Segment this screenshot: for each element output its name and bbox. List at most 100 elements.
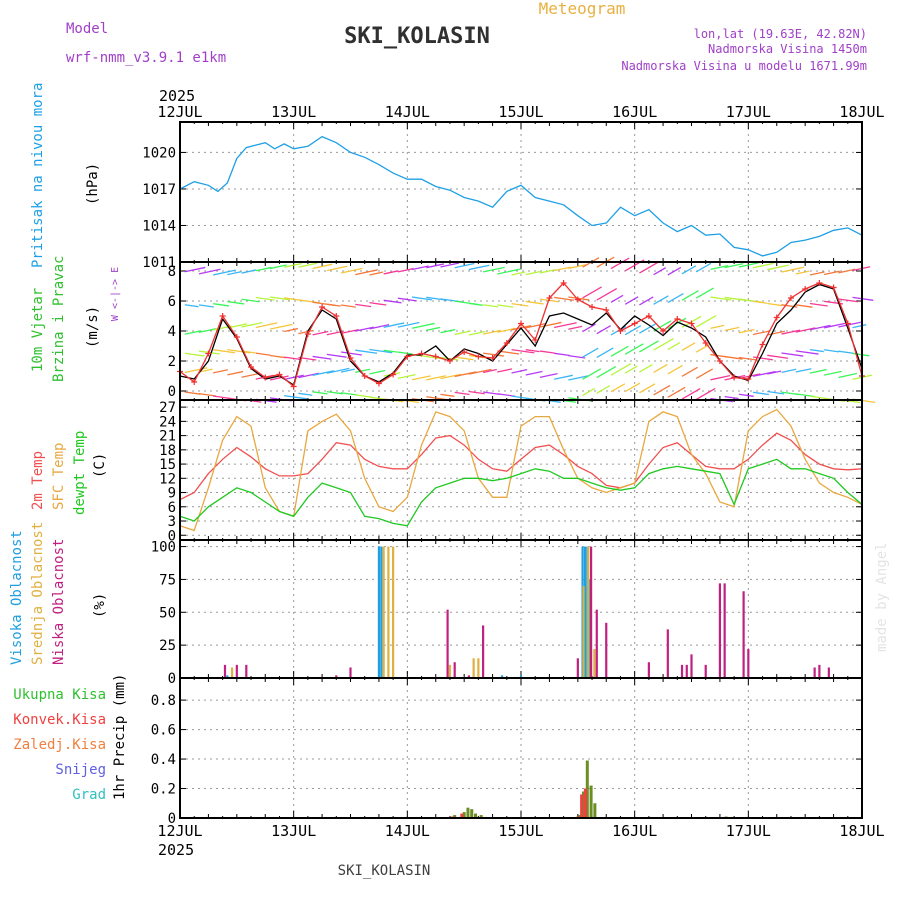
wind-vector [525,300,544,305]
station-lonlat: lon,lat (19.63E, 42.82N) [694,27,867,41]
time-label-bottom: 13JUL [271,822,316,840]
time-label-bottom: 17JUL [726,822,771,840]
cloud-bar-niska-oblacnost [349,667,352,678]
wind-vector [241,322,263,328]
wind-vector [454,262,475,269]
sfctemp-ylabel: SFC Temp [51,443,67,510]
wind-vector [397,351,413,355]
wind-vector [809,348,824,353]
wind-vector [397,321,420,328]
temp-grid [180,400,862,540]
pressure-line-pritisak-na-nivou-mora [179,135,863,257]
wind-vector [610,294,624,303]
gust-marker [418,350,425,357]
gust-marker [702,340,709,346]
wind-vector [582,347,599,358]
gust-marker [688,320,695,327]
wind-vector [795,368,812,373]
wind-ylabel-1: 10m Vjetar [30,288,46,372]
wind-vector [298,262,318,268]
wind-vector [468,302,483,306]
wind-vector [823,270,840,276]
wind-vector [312,391,328,395]
wind-vector [554,374,573,380]
wind-vector [752,330,770,336]
wind-vector [184,266,206,273]
wind-vector [624,382,641,393]
dewpt-ylabel: dewpt Temp [72,431,88,515]
precip-ytick-label: 0 [168,811,176,827]
wind-vector [795,304,813,308]
wind-vector [767,302,783,307]
gust-marker [319,304,326,310]
wind-vector [454,356,474,361]
wind-vector [241,373,259,378]
precip-panel: 0 0.2 0.4 0.6 0.8 [151,677,863,827]
wind-vector [326,390,343,395]
gust-marker [503,340,510,346]
gust-marker [759,341,766,348]
wind-ytick-label: 4 [168,324,176,340]
wind-vector [667,386,686,398]
wind-vector [241,298,260,303]
wind-vector [738,356,758,361]
precip-bar-konvek-kisa [583,788,587,818]
wind-vector [582,387,596,397]
wind-vector [497,368,513,373]
wind-vector [639,261,660,274]
wind-vector [639,363,653,373]
wind-vector [568,325,583,330]
wind-vector [497,304,514,308]
wind-vector [568,296,590,301]
cloud-bar-srednja-oblacnost [382,546,385,678]
cloud-bar-srednja-oblacnost [230,667,234,678]
wind-vector [624,343,644,355]
wind-vector [369,369,386,375]
wind-vector [383,322,405,328]
time-axis-top: 12JUL 13JUL 14JUL 15JUL 16JUL 17JUL 18JUL [157,103,884,121]
wind-vector [511,302,529,307]
wind-vector [269,354,286,359]
temperature-ylabels: 2m Temp SFC Temp dewpt Temp (C) [30,431,108,515]
pressure-grid [180,122,862,262]
gust-marker [333,313,340,319]
wind-vector [411,375,431,381]
wind-vector [752,391,770,396]
wind-vector [198,392,216,397]
wind-vector [369,271,384,276]
precip-bar-ukupna-kisa [578,815,582,818]
gust-marker [347,355,354,361]
wind-vector [568,354,586,359]
wind-vector [355,326,374,332]
legend-ukupna-kisa: Ukupna Kisa [13,687,106,703]
wind-vector [227,370,244,376]
cloud-bar-niska-oblacnost [680,664,684,678]
wind-vector [227,300,245,305]
cloud-mid-ylabel: Srednja Oblacnost [30,522,46,665]
cloud-bar-niska-oblacnost [666,629,669,678]
wind-vector [440,373,462,380]
wind-direction-key: W <-|-> E [110,267,121,321]
cloud-high-ylabel: Visoka Oblacnost [9,530,25,665]
wind-vector [454,391,470,396]
legend-konvek-kisa: Konvek.Kisa [13,712,106,728]
wind-vector [610,363,632,376]
time-label-bottom: 12JUL [157,822,202,840]
cloud-bar-visoka-oblacnost [500,675,504,678]
wind-vector [269,296,290,301]
wind-vector [198,304,214,308]
time-label-top: 18JUL [839,103,884,121]
gust-marker [404,353,411,360]
wind-vector [653,267,667,276]
gust-marker [248,364,255,370]
time-label-bottom: 16JUL [612,822,657,840]
gust-marker [390,371,397,378]
cloud-grid [180,540,862,678]
wind-vector [184,304,199,308]
gust-marker [290,383,297,390]
wind-vector [213,349,236,354]
wind-vector [710,296,732,301]
cloud-panel: 0 25 50 75 100 [151,539,863,687]
wind-vector [411,322,435,329]
wind-vector [340,368,355,373]
